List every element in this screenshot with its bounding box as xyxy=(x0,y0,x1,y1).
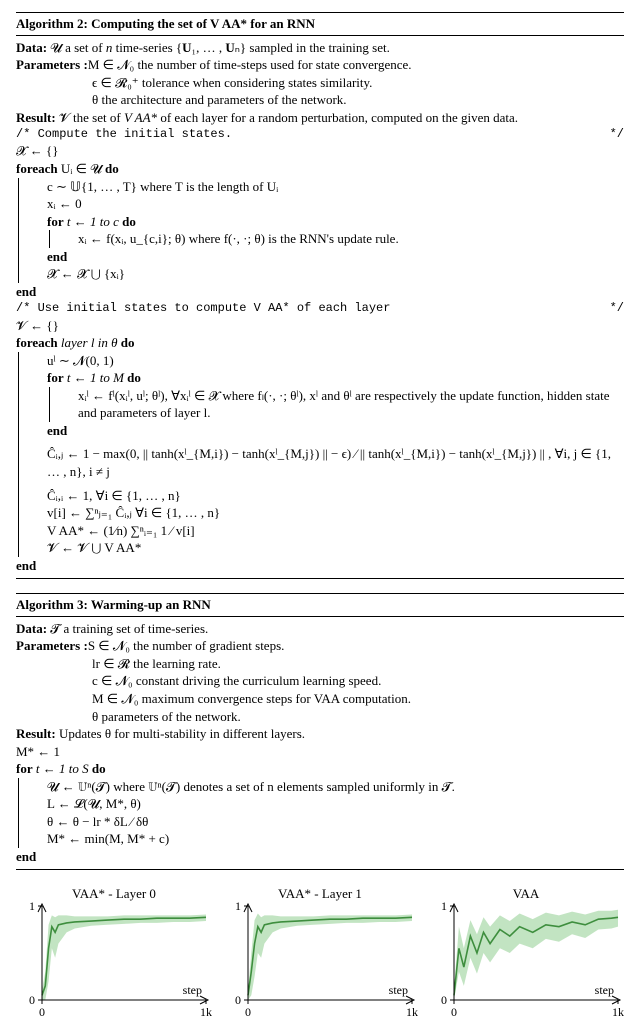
svg-text:0: 0 xyxy=(235,993,241,1007)
svg-text:1k: 1k xyxy=(200,1005,212,1019)
algo2-l16: Ĉᵢ,ⱼ ← 1 − max(0, || tanh(xˡ_{M,i}) − ta… xyxy=(33,439,624,486)
algo2-l15: end xyxy=(33,422,624,440)
algo2-l3: c ∼ 𝕌{1, … , T} where T is the length of… xyxy=(33,178,624,196)
algo2-param1: M ∈ 𝓝₀ the number of time-steps used for… xyxy=(88,57,412,72)
svg-text:VAA* - Layer 1: VAA* - Layer 1 xyxy=(278,886,362,901)
chart-panel-1: VAA* - Layer 1 0 1 0 1k step xyxy=(222,884,418,1024)
algo3-l5: θ ← θ − lr * δL ⁄ δθ xyxy=(33,813,624,831)
algo3-param5: θ parameters of the network. xyxy=(16,708,624,726)
algo2-l13: for t ← 1 to M do xyxy=(33,369,624,387)
algo2-l7: end xyxy=(33,248,624,266)
algo3-param1: S ∈ 𝓝₀ the number of gradient steps. xyxy=(88,638,285,653)
algo2-l11: foreach layer l in θ do xyxy=(16,334,624,352)
algo2-l14: xᵢˡ ← fˡ(xᵢˡ, uˡ; θˡ), ∀xᵢˡ ∈ 𝓧 where fₗ… xyxy=(64,387,624,422)
svg-text:0: 0 xyxy=(451,1005,457,1019)
algo3-data: Data: 𝓣 a training set of time-series. xyxy=(16,620,624,638)
algo2-body: Data: 𝓤 a set of n time-series {U₁, … , … xyxy=(16,36,624,579)
svg-text:1: 1 xyxy=(235,899,241,913)
algo3-result: Result: Updates θ for multi-stability in… xyxy=(16,725,624,743)
algo3-param3: c ∈ 𝓝₀ constant driving the curriculum l… xyxy=(16,672,624,690)
algo2-l1: 𝓧 ← {} xyxy=(16,142,624,160)
algo3-body: Data: 𝓣 a training set of time-series. P… xyxy=(16,617,624,870)
svg-text:1: 1 xyxy=(29,899,35,913)
chart-panel-2: VAA 0 1 0 1k step xyxy=(428,884,624,1024)
algo2-title: Algorithm 2: Computing the set of V AA* … xyxy=(16,13,624,36)
algo3-param4: M ∈ 𝓝₀ maximum convergence steps for VAA… xyxy=(16,690,624,708)
algo2-c2-left: /* Use initial states to compute V AA* o… xyxy=(16,301,390,315)
svg-text:1k: 1k xyxy=(612,1005,624,1019)
algo2-c1-left: /* Compute the initial states. xyxy=(16,127,232,141)
algo2-comment1: /* Compute the initial states. */ xyxy=(16,126,624,142)
algo2-comment2: /* Use initial states to compute V AA* o… xyxy=(16,300,624,316)
algo2-block1b: xᵢ ← f(xᵢ, u_{c,i}; θ) where f(·, ·; θ) … xyxy=(49,230,624,248)
algo3-l3: 𝓤 ← 𝕌ⁿ(𝓣) where 𝕌ⁿ(𝓣) denotes a set of n… xyxy=(33,778,624,796)
algo2-l21: end xyxy=(16,557,624,575)
algo3-l6: M* ← min(M, M* + c) xyxy=(33,830,624,848)
algo3-l4: L ← 𝓛(𝓤, M*, θ) xyxy=(33,795,624,813)
algo3-l1: M* ← 1 xyxy=(16,743,624,761)
algo2-l10: 𝓥 ← {} xyxy=(16,317,624,335)
algo2-l6: xᵢ ← f(xᵢ, u_{c,i}; θ) where f(·, ·; θ) … xyxy=(64,230,624,248)
algo3-block: 𝓤 ← 𝕌ⁿ(𝓣) where 𝕌ⁿ(𝓣) denotes a set of n… xyxy=(18,778,624,848)
svg-text:VAA: VAA xyxy=(513,886,540,901)
algo3-param2: lr ∈ 𝓡 the learning rate. xyxy=(16,655,624,673)
svg-text:step: step xyxy=(595,983,614,997)
chart-panel-0: VAA* - Layer 0 0 1 0 1k step xyxy=(16,884,212,1024)
algo2-l9: end xyxy=(16,283,624,301)
svg-text:0: 0 xyxy=(39,1005,45,1019)
algo3-title: Algorithm 3: Warming-up an RNN xyxy=(16,594,624,617)
algorithm-2: Algorithm 2: Computing the set of V AA* … xyxy=(16,12,624,579)
svg-text:VAA* - Layer 0: VAA* - Layer 0 xyxy=(72,886,156,901)
algo2-l2: foreach Uᵢ ∈ 𝓤 do xyxy=(16,160,624,178)
algo2-l4: xᵢ ← 0 xyxy=(33,195,624,213)
charts-row: VAA* - Layer 0 0 1 0 1k step VAA* - Laye… xyxy=(16,884,624,1024)
algo2-l12: uˡ ∼ 𝓝(0, 1) xyxy=(33,352,624,370)
svg-text:0: 0 xyxy=(245,1005,251,1019)
params-label: Parameters : xyxy=(16,57,88,72)
algo2-l18: v[i] ← ∑ⁿⱼ₌₁ Ĉᵢ,ⱼ ∀i ∈ {1, … , n} xyxy=(33,504,624,522)
algo2-params: Parameters :M ∈ 𝓝₀ the number of time-st… xyxy=(16,56,624,74)
algo2-data: Data: 𝓤 a set of n time-series {U₁, … , … xyxy=(16,39,624,57)
algo3-params: Parameters :S ∈ 𝓝₀ the number of gradien… xyxy=(16,637,624,655)
algo2-l19: V AA* ← (1⁄n) ∑ⁿᵢ₌₁ 1 ⁄ v[i] xyxy=(33,522,624,540)
svg-text:step: step xyxy=(389,983,408,997)
algorithm-3: Algorithm 3: Warming-up an RNN Data: 𝓣 a… xyxy=(16,593,624,870)
svg-text:1k: 1k xyxy=(406,1005,418,1019)
algo2-param2: ϵ ∈ 𝓡₀⁺ tolerance when considering state… xyxy=(16,74,624,92)
algo2-l8: 𝓧 ← 𝓧 ⋃ {xᵢ} xyxy=(33,265,624,283)
algo2-block2: uˡ ∼ 𝓝(0, 1) for t ← 1 to M do xᵢˡ ← fˡ(… xyxy=(18,352,624,557)
svg-text:1: 1 xyxy=(441,899,447,913)
algo2-c2-right: */ xyxy=(610,300,624,316)
algo2-block1: c ∼ 𝕌{1, … , T} where T is the length of… xyxy=(18,178,624,283)
algo2-c1-right: */ xyxy=(610,126,624,142)
svg-text:0: 0 xyxy=(29,993,35,1007)
algo2-block2b: xᵢˡ ← fˡ(xᵢˡ, uˡ; θˡ), ∀xᵢˡ ∈ 𝓧 where fₗ… xyxy=(49,387,624,422)
algo2-l5: for t ← 1 to c do xyxy=(33,213,624,231)
svg-text:0: 0 xyxy=(441,993,447,1007)
svg-text:step: step xyxy=(183,983,202,997)
algo2-l20: 𝓥 ← 𝓥 ⋃ V AA* xyxy=(33,539,624,557)
algo3-params-label: Parameters : xyxy=(16,638,88,653)
algo2-param3: θ the architecture and parameters of the… xyxy=(16,91,624,109)
algo3-l2: for t ← 1 to S do xyxy=(16,760,624,778)
algo2-result: Result: 𝓥 the set of V AA* of each layer… xyxy=(16,109,624,127)
algo2-l17: Ĉᵢ,ᵢ ← 1, ∀i ∈ {1, … , n} xyxy=(33,487,624,505)
algo3-l7: end xyxy=(16,848,624,866)
